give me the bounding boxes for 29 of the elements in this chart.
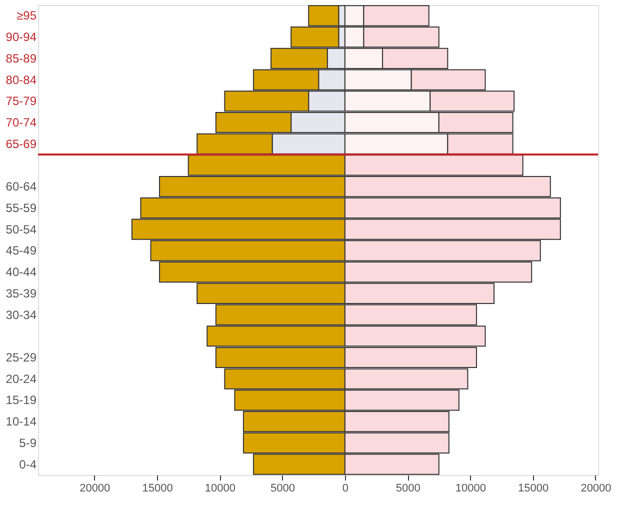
x-tick-label: 5000 bbox=[396, 482, 420, 494]
x-tick-label: 10000 bbox=[455, 482, 486, 494]
y-tick-label: 25-29 bbox=[6, 350, 37, 364]
y-tick-label: 85-89 bbox=[6, 51, 37, 66]
x-tick-label: 15000 bbox=[518, 482, 549, 494]
y-tick-label: 10-14 bbox=[6, 414, 37, 429]
y-tick-label: 70-74 bbox=[6, 116, 37, 130]
x-tick-label: 15000 bbox=[142, 482, 173, 494]
x-tick-label: 10000 bbox=[204, 482, 236, 494]
x-tick-label: 20000 bbox=[580, 482, 612, 494]
x-tick-label: 20000 bbox=[80, 482, 110, 494]
x-tick-label: 5000 bbox=[270, 482, 296, 494]
y-tick-label: 75-79 bbox=[6, 94, 37, 108]
y-tick-label: 55-59 bbox=[6, 200, 37, 215]
y-tick-label: 50-54 bbox=[6, 222, 37, 236]
y-tick-label: 5-9 bbox=[19, 436, 37, 450]
y-tick-label: ≥95 bbox=[16, 8, 37, 23]
y-tick-label: 60-64 bbox=[6, 180, 37, 194]
y-tick-label: 0-4 bbox=[19, 457, 37, 472]
y-tick-label: 65-69 bbox=[6, 136, 37, 151]
y-tick-label: 45-49 bbox=[6, 244, 37, 258]
y-tick-label: 90-94 bbox=[6, 30, 37, 44]
y-tick-label: 30-34 bbox=[6, 308, 37, 322]
y-tick-label: 35-39 bbox=[6, 286, 37, 300]
x-tick-label: 0 bbox=[342, 482, 348, 494]
y-tick-label: 20-24 bbox=[6, 372, 37, 386]
y-tick-label: 15-19 bbox=[6, 393, 37, 408]
y-tick-label: 80-84 bbox=[6, 72, 37, 87]
y-tick-label: 40-44 bbox=[6, 265, 37, 280]
